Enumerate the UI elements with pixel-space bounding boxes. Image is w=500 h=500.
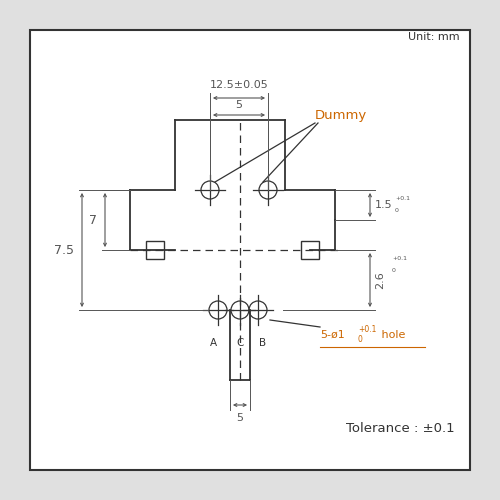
Text: +0.1: +0.1 — [358, 326, 376, 334]
Text: 2.6: 2.6 — [375, 271, 385, 289]
Text: C: C — [236, 338, 244, 348]
Text: Tolerance : ±0.1: Tolerance : ±0.1 — [346, 422, 455, 435]
Text: hole: hole — [378, 330, 406, 340]
Text: 0: 0 — [392, 268, 396, 272]
Text: 0: 0 — [358, 336, 363, 344]
Text: 7: 7 — [89, 214, 97, 226]
Bar — [30, 30, 470, 470]
Text: 5: 5 — [236, 413, 244, 423]
Text: +0.1: +0.1 — [395, 196, 410, 202]
Text: 7.5: 7.5 — [54, 244, 74, 256]
Text: 12.5±0.05: 12.5±0.05 — [210, 80, 268, 90]
Text: +0.1: +0.1 — [392, 256, 407, 260]
Text: 5-ø1: 5-ø1 — [320, 330, 345, 340]
Bar — [301, 241, 319, 259]
Text: 1.5: 1.5 — [375, 200, 392, 210]
Text: A: A — [210, 338, 216, 348]
Bar — [146, 241, 164, 259]
Text: B: B — [260, 338, 266, 348]
Text: 5: 5 — [236, 100, 242, 110]
Text: 0: 0 — [395, 208, 399, 212]
Text: Unit: mm: Unit: mm — [408, 32, 460, 42]
Text: Dummy: Dummy — [315, 108, 367, 122]
